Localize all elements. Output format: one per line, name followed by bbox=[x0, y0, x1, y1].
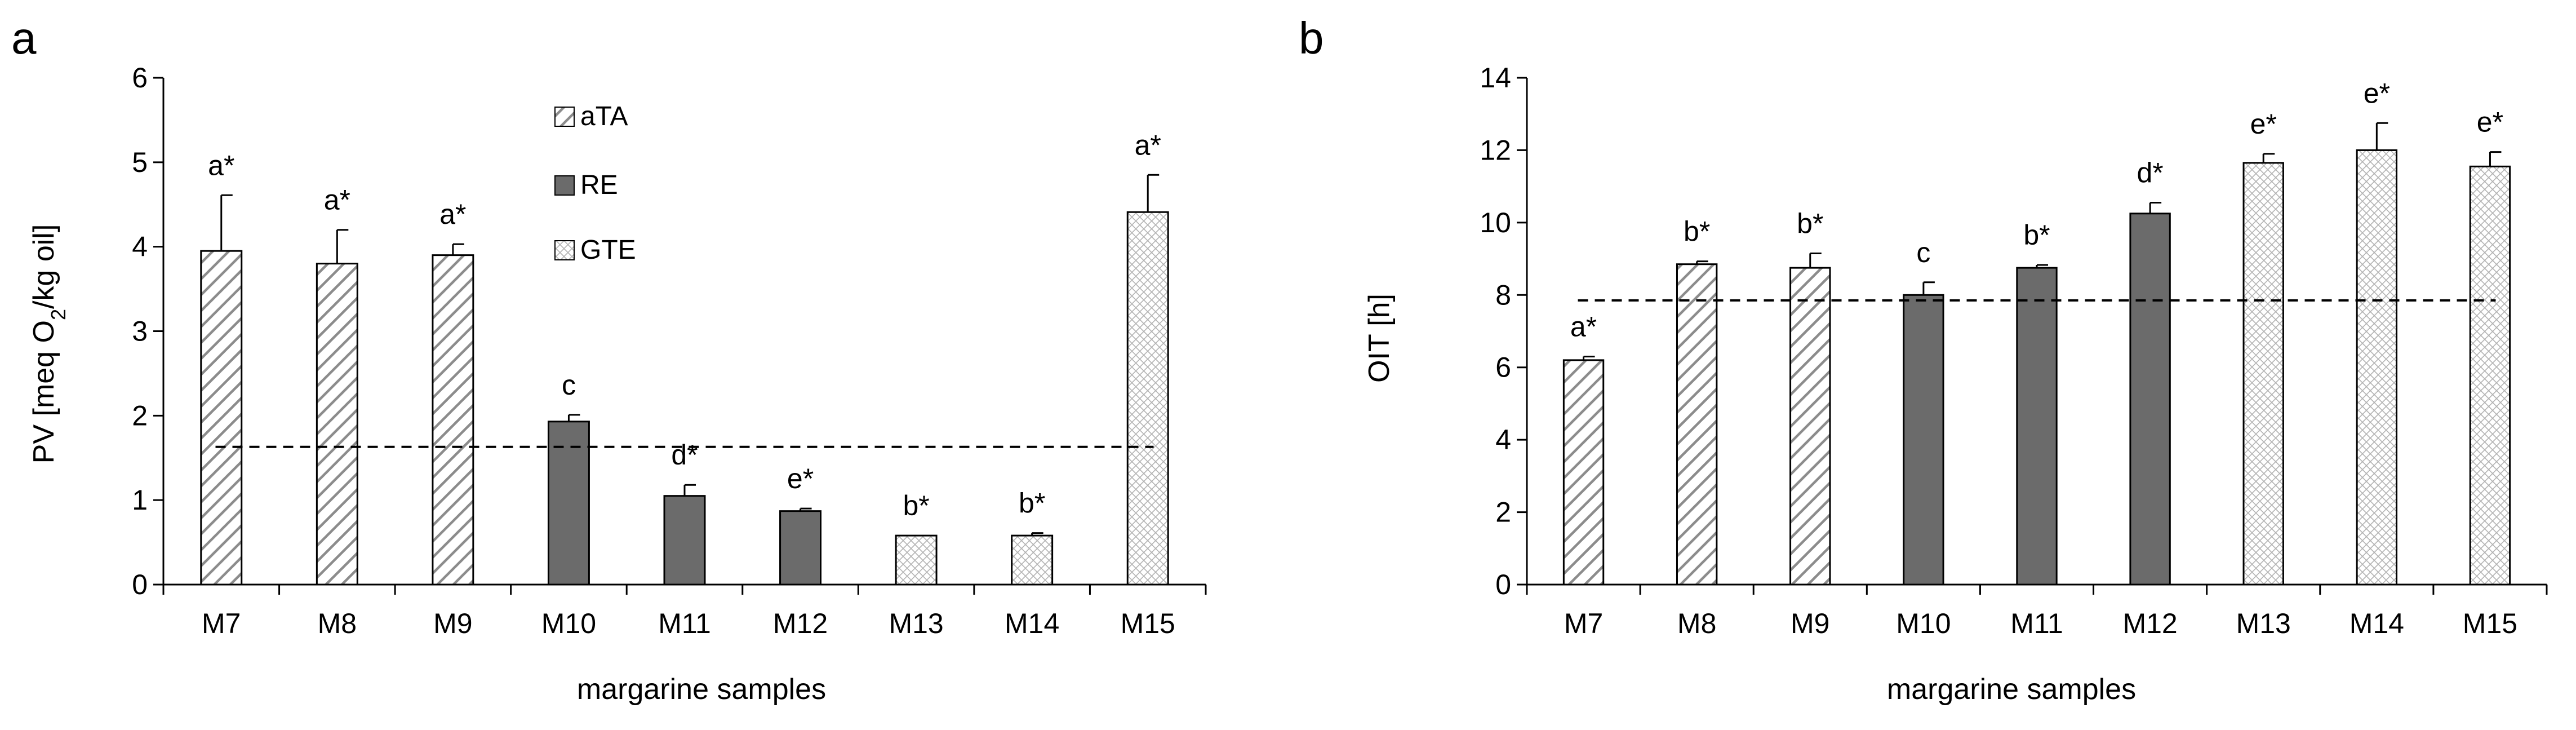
panel-a-ytick-label: 3 bbox=[132, 316, 148, 347]
panel-b-label: b bbox=[1299, 13, 1324, 63]
panel-a-ylabel-sub: 2 bbox=[47, 309, 70, 320]
panel-a-ytick-label: 2 bbox=[132, 400, 148, 431]
panel-b-significance-label: e* bbox=[2250, 108, 2277, 140]
panel-a-label: a bbox=[11, 13, 37, 63]
panel-b-significance-label: b* bbox=[2023, 219, 2050, 251]
panel-b-bar-m8 bbox=[1676, 263, 1718, 586]
panel-b-bar-m14 bbox=[2356, 149, 2398, 586]
panel-b-significance-label: d* bbox=[2137, 157, 2163, 189]
panel-a-category-label: M13 bbox=[889, 608, 943, 639]
panel-a-significance-label: b* bbox=[1019, 488, 1045, 519]
legend-label-re: RE bbox=[580, 170, 618, 200]
panel-a-xlabel: margarine samples bbox=[577, 673, 826, 706]
panel-b-bar-m10 bbox=[1903, 294, 1944, 586]
panel-a-category-label: M8 bbox=[318, 608, 357, 639]
panel-a-significance-label: a* bbox=[208, 149, 234, 181]
panel-b-category-label: M7 bbox=[1564, 608, 1603, 639]
panel-b-category-label: M8 bbox=[1677, 608, 1716, 639]
panel-a-bar-m8 bbox=[316, 263, 358, 586]
panel-a-bar-m15 bbox=[1126, 211, 1169, 586]
panel-b-bar-m12 bbox=[2129, 213, 2171, 586]
panel-a-ylabel-end: /kg oil] bbox=[28, 224, 60, 309]
panel-a-significance-label: d* bbox=[671, 439, 698, 471]
panel-a-category-label: M15 bbox=[1121, 608, 1175, 639]
panel-a-significance-label: a* bbox=[1135, 129, 1161, 161]
panel-b-category-label: M13 bbox=[2236, 608, 2291, 639]
panel-b-ytick-label: 12 bbox=[1480, 134, 1511, 166]
panel-a-ytick-label: 0 bbox=[132, 569, 148, 600]
panel-b-bar-m15 bbox=[2469, 165, 2511, 586]
panel-a-ytick-label: 6 bbox=[132, 62, 148, 94]
panel-a-category-label: M11 bbox=[658, 608, 711, 639]
panel-b-ytick-label: 8 bbox=[1495, 279, 1511, 311]
panel-b-significance-label: e* bbox=[2364, 77, 2390, 109]
legend: aTA RE GTE bbox=[554, 101, 636, 265]
panel-a-ytick-label: 4 bbox=[132, 231, 148, 263]
panel-b-ytick-label: 10 bbox=[1480, 207, 1511, 238]
panel-b-xlabel: margarine samples bbox=[1887, 673, 2136, 706]
panel-b-significance-label: a* bbox=[1570, 311, 1597, 342]
panel-a-bar-m9 bbox=[432, 254, 474, 586]
panel-a-pv: a 0 1 2 3 4 5 6 a* M7 a* M8 a* M9 c M10 d* M11 e* M12 b* M13… bbox=[11, 13, 1207, 706]
panel-a-category-label: M9 bbox=[433, 608, 472, 639]
panel-b-ytick-label: 0 bbox=[1495, 569, 1511, 600]
panel-b-category-label: M11 bbox=[2010, 608, 2063, 639]
panel-b-bar-m9 bbox=[1789, 267, 1831, 586]
panel-b-ytick-label: 6 bbox=[1495, 352, 1511, 383]
panel-a-significance-label: c bbox=[562, 369, 576, 401]
panel-b-category-label: M10 bbox=[1896, 608, 1951, 639]
panel-b-bar-m13 bbox=[2242, 162, 2284, 586]
panel-a-plot-area: 0 1 2 3 4 5 6 a* M7 a* M8 a* M9 c M10 d* M11 e* M12 b* M13 b*… bbox=[132, 62, 1207, 639]
panel-a-bar-m12 bbox=[779, 510, 822, 586]
panel-b-significance-label: b* bbox=[1684, 216, 1710, 247]
panel-b-ytick-label: 4 bbox=[1495, 424, 1511, 455]
panel-a-category-label: M12 bbox=[773, 608, 828, 639]
panel-b-category-label: M15 bbox=[2463, 608, 2517, 639]
panel-a-category-label: M14 bbox=[1005, 608, 1059, 639]
panel-b-significance-label: e* bbox=[2477, 107, 2503, 138]
panel-a-ylabel: PV [meq O2/kg oil] bbox=[28, 224, 70, 464]
panel-b-ylabel: OIT [h] bbox=[1363, 294, 1396, 383]
panel-b-bar-m11 bbox=[2016, 267, 2058, 586]
panel-a-significance-label: a* bbox=[324, 184, 350, 216]
legend-swatch-re bbox=[554, 175, 575, 196]
panel-a-significance-label: a* bbox=[439, 198, 466, 230]
panel-a-bar-m11 bbox=[663, 495, 706, 586]
panel-b-ytick-label: 2 bbox=[1495, 497, 1511, 528]
panel-a-ytick-label: 5 bbox=[132, 147, 148, 178]
legend-label-ata: aTA bbox=[580, 101, 628, 131]
panel-b-bar-m7 bbox=[1562, 359, 1605, 586]
panel-a-ylabel-main: PV [meq O bbox=[28, 320, 60, 463]
legend-swatch-ata bbox=[554, 107, 575, 127]
panel-a-significance-label: b* bbox=[903, 490, 929, 521]
panel-b-oit: b 0 2 4 6 8 10 12 14 a* M7 b* M8 b* M9 c M10 b* M11 d* M12 e… bbox=[1299, 13, 2548, 706]
panel-b-category-label: M12 bbox=[2122, 608, 2177, 639]
legend-swatch-gte bbox=[554, 240, 575, 260]
panel-a-ytick-label: 1 bbox=[132, 484, 148, 516]
panel-a-category-label: M7 bbox=[202, 608, 241, 639]
panel-a-bar-m14 bbox=[1011, 534, 1054, 586]
panel-b-category-label: M9 bbox=[1791, 608, 1829, 639]
panel-b-ytick-label: 14 bbox=[1480, 62, 1511, 94]
panel-b-significance-label: b* bbox=[1797, 207, 1823, 239]
panel-a-bar-m13 bbox=[895, 534, 938, 586]
panel-a-category-label: M10 bbox=[541, 608, 596, 639]
panel-b-significance-label: c bbox=[1916, 237, 1930, 268]
legend-label-gte: GTE bbox=[580, 235, 636, 265]
panel-b-plot-area: 0 2 4 6 8 10 12 14 a* M7 b* M8 b* M9 c M10 b* M11 d* M12 e* M… bbox=[1480, 62, 2548, 639]
panel-a-significance-label: e* bbox=[787, 463, 814, 494]
panel-b-category-label: M14 bbox=[2350, 608, 2404, 639]
panel-a-bar-m7 bbox=[200, 250, 243, 586]
